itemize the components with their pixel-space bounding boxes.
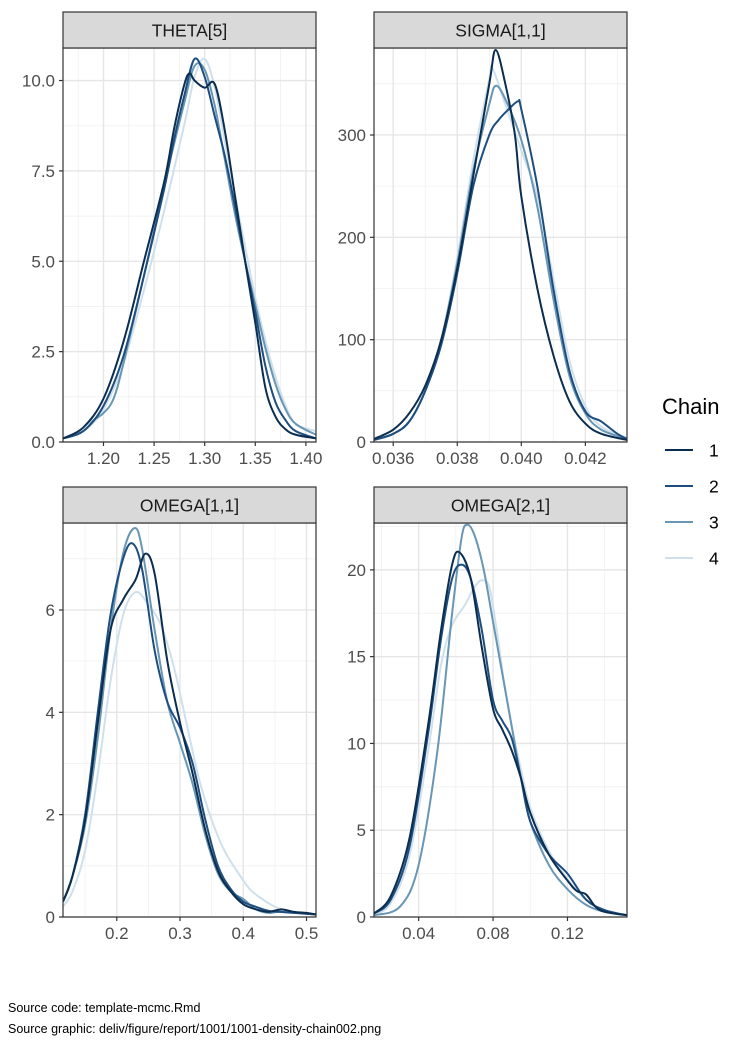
facet-strip bbox=[373, 11, 628, 49]
x-tick-label: 1.30 bbox=[188, 449, 221, 468]
y-tick-label: 0 bbox=[357, 433, 366, 452]
density-line-chain-1 bbox=[374, 49, 627, 441]
density-line-chain-1 bbox=[374, 550, 627, 917]
legend-title: Chain bbox=[662, 394, 719, 419]
y-tick-label: 6 bbox=[46, 601, 55, 620]
legend-label: 1 bbox=[709, 441, 719, 461]
x-tick-label: 0.040 bbox=[500, 449, 543, 468]
grid bbox=[374, 48, 627, 443]
density-line-chain-1 bbox=[63, 552, 316, 916]
density-line-chain-1 bbox=[63, 72, 316, 440]
x-tick-label: 0.5 bbox=[295, 924, 319, 943]
density-lines bbox=[63, 527, 316, 916]
legend-label: 3 bbox=[709, 513, 719, 533]
density-line-chain-4 bbox=[63, 590, 316, 916]
facet-strip-title: OMEGA[2,1] bbox=[451, 496, 550, 516]
y-tick-label: 7.5 bbox=[31, 162, 55, 181]
x-tick-label: 1.40 bbox=[289, 449, 322, 468]
y-tick-label: 5 bbox=[357, 821, 366, 840]
panel-1: THETA[5] 1.20 1.25 1.30 1.35 1.40 0.0 2.5 5.0 7.5… bbox=[22, 11, 322, 468]
panel-3: OMEGA[1,1] 0.2 0.3 0.4 0.5 0 2 4 6 bbox=[46, 486, 319, 943]
y-tick-label: 0 bbox=[46, 908, 55, 927]
density-line-chain-3 bbox=[63, 62, 316, 440]
x-tick-label: 0.4 bbox=[231, 924, 255, 943]
x-tick-label: 1.25 bbox=[138, 449, 171, 468]
density-line-chain-2 bbox=[63, 542, 316, 916]
x-tick-label: 0.04 bbox=[402, 924, 435, 943]
x-tick-label: 0.2 bbox=[105, 924, 129, 943]
y-tick-label: 2 bbox=[46, 806, 55, 825]
legend-item-chain-1: 1 bbox=[665, 441, 719, 461]
x-tick-label: 1.20 bbox=[87, 449, 120, 468]
panel-background bbox=[374, 48, 627, 442]
grid bbox=[374, 523, 627, 918]
y-tick-label: 10 bbox=[347, 734, 366, 753]
y-tick-label: 4 bbox=[46, 703, 55, 722]
y-tick-label: 100 bbox=[338, 331, 366, 350]
density-line-chain-2 bbox=[374, 99, 627, 441]
density-line-chain-2 bbox=[374, 563, 627, 917]
facet-strip-title: THETA[5] bbox=[152, 21, 228, 41]
y-tick-label: 200 bbox=[338, 228, 366, 247]
source-code-caption: Source code: template-mcmc.Rmd bbox=[8, 1001, 201, 1015]
facet-panels: THETA[5] 1.20 1.25 1.30 1.35 1.40 0.0 2.5 5.0 7.5… bbox=[22, 11, 628, 943]
y-tick-label: 2.5 bbox=[31, 343, 55, 362]
facet-strip-title: OMEGA[1,1] bbox=[140, 496, 239, 516]
legend-label: 4 bbox=[709, 549, 719, 569]
x-tick-label: 0.036 bbox=[372, 449, 415, 468]
panel-2: SIGMA[1,1] 0.036 0.038 0.040 0.042 0 100 200 300 bbox=[338, 11, 628, 468]
x-tick-label: 0.042 bbox=[564, 449, 607, 468]
source-graphic-caption: Source graphic: deliv/figure/report/1001… bbox=[8, 1022, 382, 1036]
y-tick-label: 5.0 bbox=[31, 252, 55, 271]
legend-item-chain-2: 2 bbox=[665, 477, 719, 497]
panel-background bbox=[374, 523, 627, 917]
grid bbox=[63, 523, 316, 918]
density-lines bbox=[374, 49, 627, 441]
legend-label: 2 bbox=[709, 477, 719, 497]
y-tick-label: 15 bbox=[347, 648, 366, 667]
y-tick-label: 10.0 bbox=[22, 72, 55, 91]
x-tick-label: 0.038 bbox=[436, 449, 479, 468]
facet-strip-title: SIGMA[1,1] bbox=[455, 21, 545, 41]
panel-4: OMEGA[2,1] 0.04 0.08 0.12 0 5 10 15 20 bbox=[347, 486, 628, 943]
y-tick-label: 20 bbox=[347, 561, 366, 580]
density-line-chain-3 bbox=[374, 523, 627, 917]
density-lines bbox=[374, 523, 627, 917]
density-lines bbox=[63, 57, 316, 440]
y-tick-label: 300 bbox=[338, 126, 366, 145]
facet-strip bbox=[62, 11, 317, 49]
y-tick-label: 0 bbox=[357, 908, 366, 927]
chain-legend: Chain 1 2 3 4 bbox=[662, 394, 719, 569]
x-tick-label: 0.3 bbox=[168, 924, 192, 943]
x-tick-label: 0.12 bbox=[551, 924, 584, 943]
x-tick-label: 1.35 bbox=[239, 449, 272, 468]
legend-item-chain-3: 3 bbox=[665, 513, 719, 533]
density-line-chain-4 bbox=[374, 579, 627, 917]
facet-strip bbox=[62, 486, 317, 524]
y-tick-label: 0.0 bbox=[31, 433, 55, 452]
legend-item-chain-4: 4 bbox=[665, 549, 719, 569]
x-tick-label: 0.08 bbox=[477, 924, 510, 943]
legend-items: 1 2 3 4 bbox=[665, 441, 719, 569]
facet-strip bbox=[373, 486, 628, 524]
